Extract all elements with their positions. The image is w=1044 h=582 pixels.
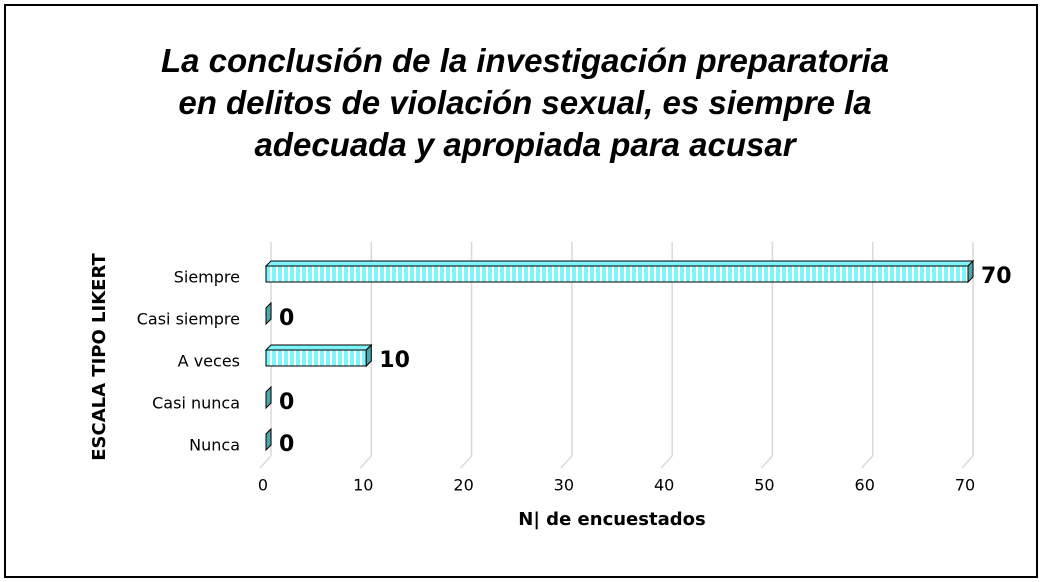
x-tick-label: 60	[855, 476, 875, 495]
data-label: 70	[981, 264, 1012, 289]
grid-line-depth	[460, 455, 473, 469]
bar-top	[264, 344, 373, 351]
y-tick-label: Casi nunca	[152, 394, 240, 413]
bar-side	[365, 343, 372, 368]
x-tick-label: 20	[453, 476, 473, 495]
y-tick-label: Casi siempre	[137, 310, 240, 329]
y-tick-label: Nunca	[189, 436, 240, 455]
data-label: 0	[279, 390, 294, 415]
bar-side	[265, 427, 272, 452]
grid-line-depth	[560, 455, 573, 469]
x-tick-label: 0	[258, 476, 268, 495]
x-tick-label: 40	[654, 476, 674, 495]
chart-frame	[4, 4, 1038, 578]
y-tick-label: Siempre	[174, 268, 240, 287]
data-label: 0	[279, 432, 294, 457]
x-tick-label: 30	[554, 476, 574, 495]
bar-side	[967, 259, 974, 284]
bar	[265, 265, 969, 283]
x-tick-label: 10	[353, 476, 373, 495]
bar	[265, 349, 367, 367]
bar-side	[265, 301, 272, 326]
bar-side	[265, 385, 272, 410]
grid-line-depth	[259, 455, 272, 469]
grid-line-depth	[359, 455, 372, 469]
grid-line-depth	[660, 455, 673, 469]
x-tick-label: 50	[754, 476, 774, 495]
grid-line-depth	[760, 455, 773, 469]
bar-top	[264, 260, 975, 267]
x-tick-label: 70	[955, 476, 975, 495]
data-label: 10	[379, 348, 410, 373]
chart-title: La conclusión de la investigación prepar…	[160, 42, 890, 163]
grid-line-depth	[861, 455, 874, 469]
y-tick-label: A veces	[178, 352, 240, 371]
y-axis-label: ESCALA TIPO LIKERT	[89, 253, 110, 461]
grid-line-depth	[961, 455, 974, 469]
data-label: 0	[279, 306, 294, 331]
x-axis-label: N| de encuestados	[518, 509, 705, 530]
